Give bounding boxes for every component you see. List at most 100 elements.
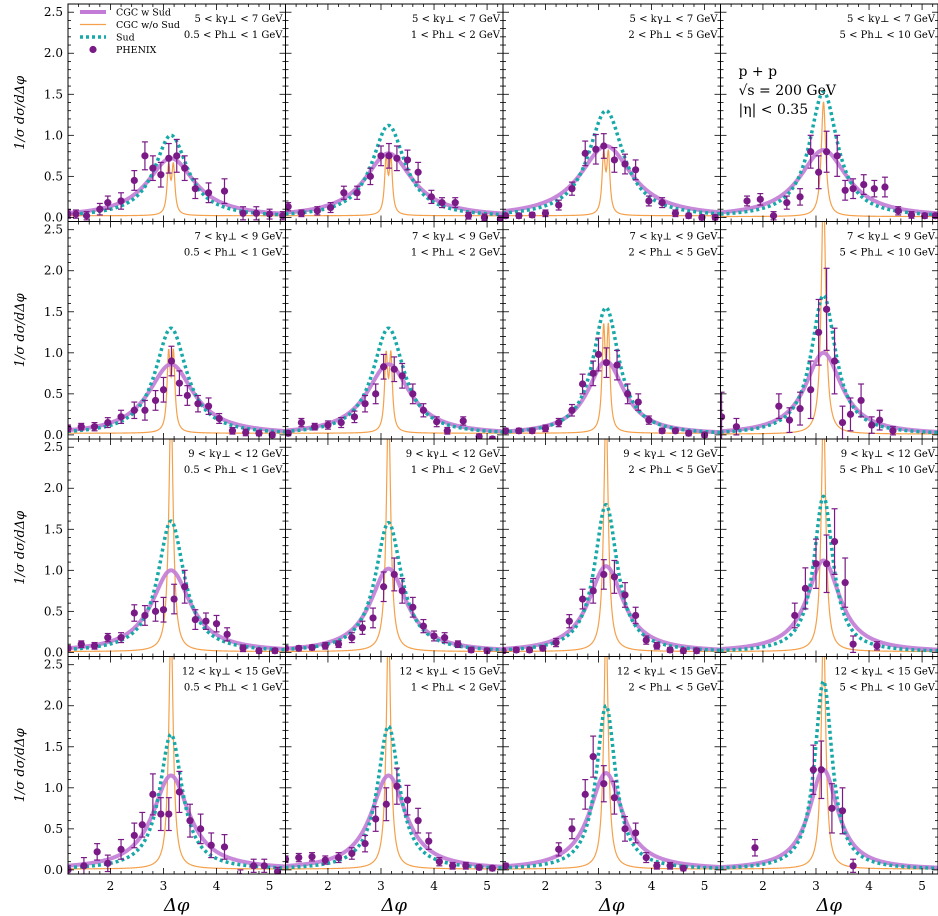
phenix-point bbox=[503, 427, 510, 435]
x-axis-label: Δφ bbox=[163, 895, 190, 916]
sud-curve bbox=[720, 494, 938, 653]
sud-curve bbox=[68, 519, 286, 652]
phenix-point bbox=[151, 396, 160, 405]
phenix-point bbox=[467, 646, 475, 654]
phenix-point bbox=[610, 156, 619, 164]
phenix-point bbox=[645, 197, 653, 205]
phenix-point bbox=[451, 199, 459, 207]
x-axis-label: Δφ bbox=[380, 895, 407, 916]
phenix-point bbox=[255, 429, 263, 437]
phenix-point bbox=[425, 837, 433, 845]
cgc-wo-sud-curve bbox=[720, 101, 938, 218]
sud-curve bbox=[285, 724, 503, 870]
phenix-point bbox=[372, 390, 380, 398]
phenix-point bbox=[860, 180, 868, 189]
phenix-point bbox=[632, 166, 640, 174]
phenix-point bbox=[743, 197, 751, 205]
phenix-point bbox=[93, 848, 101, 856]
x-tick-label: 3 bbox=[377, 879, 385, 893]
cgc-wo-sud-curve bbox=[503, 439, 721, 653]
sud-curve bbox=[503, 502, 721, 653]
phenix-point bbox=[181, 583, 189, 591]
p-bin-label: 2 < Ph⊥ < 5 GeV bbox=[628, 248, 718, 259]
x-tick-label: 5 bbox=[266, 879, 274, 893]
phenix-point bbox=[433, 418, 441, 426]
phenix-point bbox=[539, 644, 547, 652]
phenix-point bbox=[377, 152, 385, 160]
phenix-point bbox=[464, 212, 473, 220]
phenix-point bbox=[671, 427, 680, 435]
phenix-point bbox=[77, 640, 85, 648]
legend-swatch-phenix bbox=[89, 45, 97, 54]
phenix-point bbox=[828, 804, 836, 812]
phenix-point bbox=[846, 410, 855, 418]
y-tick-label: 2.5 bbox=[44, 658, 63, 672]
sud-curve bbox=[720, 90, 938, 217]
panel-r3-c1: 9 < kγ⊥ < 12 GeV 0.5 < Ph⊥ < 1 GeV 0.0 0.5 1… bbox=[44, 438, 286, 659]
phenix-point bbox=[220, 843, 229, 851]
y-tick-label: 0.5 bbox=[44, 169, 63, 183]
phenix-point bbox=[568, 185, 576, 193]
cgc-wo-sud-curve bbox=[720, 439, 938, 653]
x-tick-label: 4 bbox=[213, 879, 221, 893]
x-tick-label: 2 bbox=[107, 879, 115, 893]
phenix-point bbox=[130, 609, 138, 617]
phenix-point bbox=[285, 203, 292, 211]
phenix-point bbox=[503, 862, 510, 870]
phenix-point bbox=[117, 845, 125, 853]
y-tick-label: 1.5 bbox=[44, 740, 63, 754]
panel-r2-c1: 7 < kγ⊥ < 9 GeV 0.5 < Ph⊥ < 1 GeV 0.0 0.5 1.… bbox=[44, 221, 286, 442]
sud-curve bbox=[720, 293, 938, 435]
phenix-point bbox=[414, 168, 422, 176]
phenix-point bbox=[578, 380, 587, 388]
phenix-point bbox=[830, 537, 839, 546]
phenix-point bbox=[666, 862, 674, 870]
phenix-point bbox=[679, 647, 687, 655]
phenix-point bbox=[382, 800, 390, 808]
phenix-point bbox=[589, 587, 597, 595]
cgc-wo-sud-curve bbox=[285, 439, 503, 653]
phenix-point bbox=[830, 357, 839, 365]
phenix-point bbox=[82, 212, 91, 220]
panel-plot-area bbox=[68, 326, 286, 439]
p-bin-label: 5 < Ph⊥ < 10 GeV bbox=[840, 248, 936, 259]
x-tick-label: 4 bbox=[648, 879, 656, 893]
phenix-point bbox=[568, 406, 576, 414]
sud-curve bbox=[720, 679, 938, 871]
phenix-point bbox=[366, 172, 374, 180]
legend-label: CGC w/o Sud bbox=[116, 20, 180, 31]
phenix-point bbox=[215, 414, 223, 423]
panel-plot-area bbox=[503, 656, 721, 872]
phenix-point bbox=[515, 212, 523, 220]
phenix-point bbox=[785, 416, 794, 424]
phenix-point bbox=[202, 617, 210, 625]
phenix-point bbox=[435, 858, 443, 866]
phenix-point bbox=[334, 853, 343, 862]
phenix-point bbox=[255, 647, 263, 655]
phenix-point bbox=[353, 189, 361, 197]
phenix-point bbox=[390, 365, 398, 373]
phenix-point bbox=[475, 432, 483, 439]
phenix-point bbox=[693, 647, 701, 655]
x-tick-label: 4 bbox=[865, 879, 873, 893]
phenix-point bbox=[104, 634, 112, 642]
x-tick-label: 5 bbox=[483, 879, 491, 893]
phenix-point bbox=[565, 617, 573, 625]
phenix-point bbox=[602, 359, 611, 367]
k-bin-label: 7 < kγ⊥ < 9 GeV bbox=[412, 232, 501, 243]
p-bin-label: 0.5 < Ph⊥ < 1 GeV bbox=[184, 248, 283, 259]
phenix-point bbox=[390, 570, 398, 579]
phenix-point bbox=[525, 646, 534, 654]
phenix-point bbox=[321, 642, 329, 650]
phenix-point bbox=[642, 636, 650, 644]
phenix-point bbox=[449, 862, 457, 870]
phenix-point bbox=[68, 644, 72, 652]
p-bin-label: 5 < Ph⊥ < 10 GeV bbox=[840, 465, 936, 476]
phenix-point bbox=[361, 840, 369, 848]
panel-r3-c3: 9 < kγ⊥ < 12 GeV 2 < Ph⊥ < 5 GeV bbox=[502, 438, 721, 657]
y-tick-label: 0.0 bbox=[44, 863, 63, 877]
phenix-point bbox=[191, 185, 199, 193]
phenix-point bbox=[167, 357, 176, 365]
phenix-point bbox=[658, 199, 666, 207]
phenix-point bbox=[197, 825, 205, 833]
